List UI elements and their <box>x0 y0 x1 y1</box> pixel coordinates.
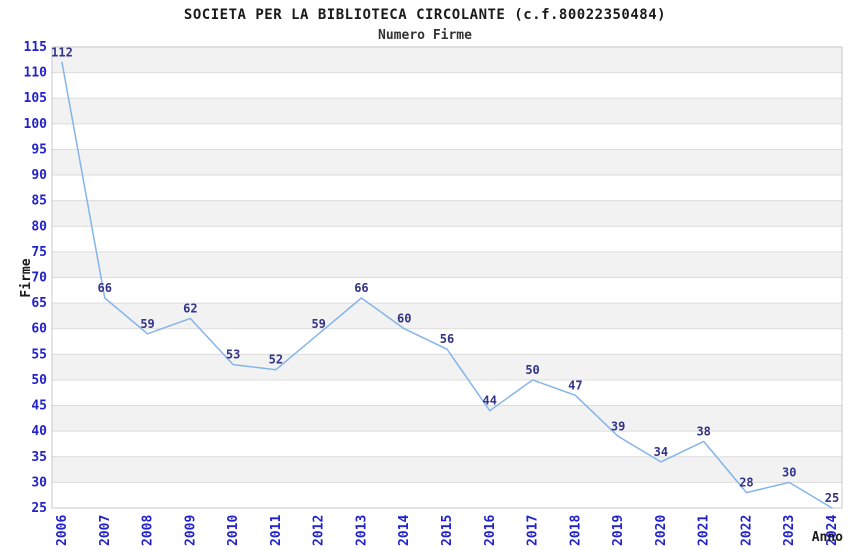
data-point-label: 44 <box>483 394 497 408</box>
y-tick-label: 95 <box>31 142 47 157</box>
y-tick-label: 70 <box>31 271 47 286</box>
chart-title: SOCIETA PER LA BIBLIOTECA CIRCOLANTE (c.… <box>183 7 667 23</box>
x-tick-label: 2008 <box>141 515 156 546</box>
x-tick-label: 2024 <box>825 515 840 546</box>
y-tick-label: 105 <box>24 91 47 106</box>
data-point-label: 38 <box>696 424 710 438</box>
x-tick-label: 2012 <box>312 515 327 546</box>
data-point-label: 30 <box>782 465 796 479</box>
data-point-label: 59 <box>140 317 154 331</box>
x-tick-label: 2014 <box>397 515 412 546</box>
y-tick-label: 50 <box>31 373 47 388</box>
data-point-label: 52 <box>269 353 283 367</box>
chart-subtitle: Numero Firme <box>378 28 472 43</box>
data-point-label: 112 <box>51 45 73 59</box>
x-tick-label: 2007 <box>98 515 113 546</box>
y-tick-label: 65 <box>31 296 47 311</box>
plot-band <box>52 251 842 278</box>
data-point-label: 66 <box>98 281 112 295</box>
plot-band <box>52 200 842 227</box>
data-point-label: 62 <box>183 301 197 315</box>
plot-band <box>52 456 842 483</box>
data-point-label: 39 <box>611 419 625 433</box>
series-line <box>61 61 833 509</box>
x-tick-label: 2020 <box>654 515 669 546</box>
y-tick-label: 115 <box>24 40 47 55</box>
plot-band <box>52 149 842 176</box>
y-tick-label: 35 <box>31 450 47 465</box>
x-tick-label: 2015 <box>440 515 455 546</box>
plot-border <box>51 46 843 509</box>
x-tick-label: 2006 <box>55 515 70 546</box>
data-point-label: 53 <box>226 348 240 362</box>
x-tick-label: 2010 <box>226 515 241 546</box>
y-tick-label: 60 <box>31 322 47 337</box>
y-tick-label: 100 <box>24 117 48 132</box>
data-point-label: 28 <box>739 476 753 490</box>
plot-band <box>52 47 842 73</box>
y-tick-label: 110 <box>24 66 48 81</box>
data-point-label: 56 <box>440 332 454 346</box>
data-point-label: 25 <box>825 491 839 505</box>
x-tick-label: 2016 <box>483 515 498 546</box>
data-point-label: 66 <box>354 281 368 295</box>
x-tick-label: 2011 <box>269 515 284 546</box>
x-tick-label: 2017 <box>526 515 541 546</box>
y-tick-label: 40 <box>31 424 47 439</box>
y-tick-label: 80 <box>31 219 47 234</box>
y-tick-label: 90 <box>31 168 47 183</box>
x-tick-label: 2023 <box>782 515 797 546</box>
data-point-label: 47 <box>568 378 582 392</box>
x-tick-label: 2018 <box>568 515 583 546</box>
y-tick-label: 75 <box>31 245 47 260</box>
y-tick-label: 30 <box>31 475 47 490</box>
x-axis-title: Anno <box>812 530 843 545</box>
y-axis-title: Firme <box>19 258 34 297</box>
x-tick-label: 2019 <box>611 515 626 546</box>
data-point-label: 34 <box>654 445 668 459</box>
data-point-label: 50 <box>525 363 539 377</box>
y-tick-label: 55 <box>31 347 47 362</box>
x-tick-label: 2009 <box>183 515 198 546</box>
x-tick-label: 2022 <box>739 515 754 546</box>
data-point-label: 60 <box>397 312 411 326</box>
x-tick-label: 2013 <box>354 515 369 546</box>
y-tick-label: 85 <box>31 194 47 209</box>
x-tick-label: 2021 <box>697 515 712 546</box>
plot-band <box>52 303 842 329</box>
plot-band <box>52 98 842 124</box>
plot-band <box>52 354 842 380</box>
y-tick-label: 45 <box>31 399 47 414</box>
plot-band <box>52 405 842 432</box>
data-point-label: 59 <box>311 317 325 331</box>
y-tick-label: 25 <box>31 501 47 516</box>
